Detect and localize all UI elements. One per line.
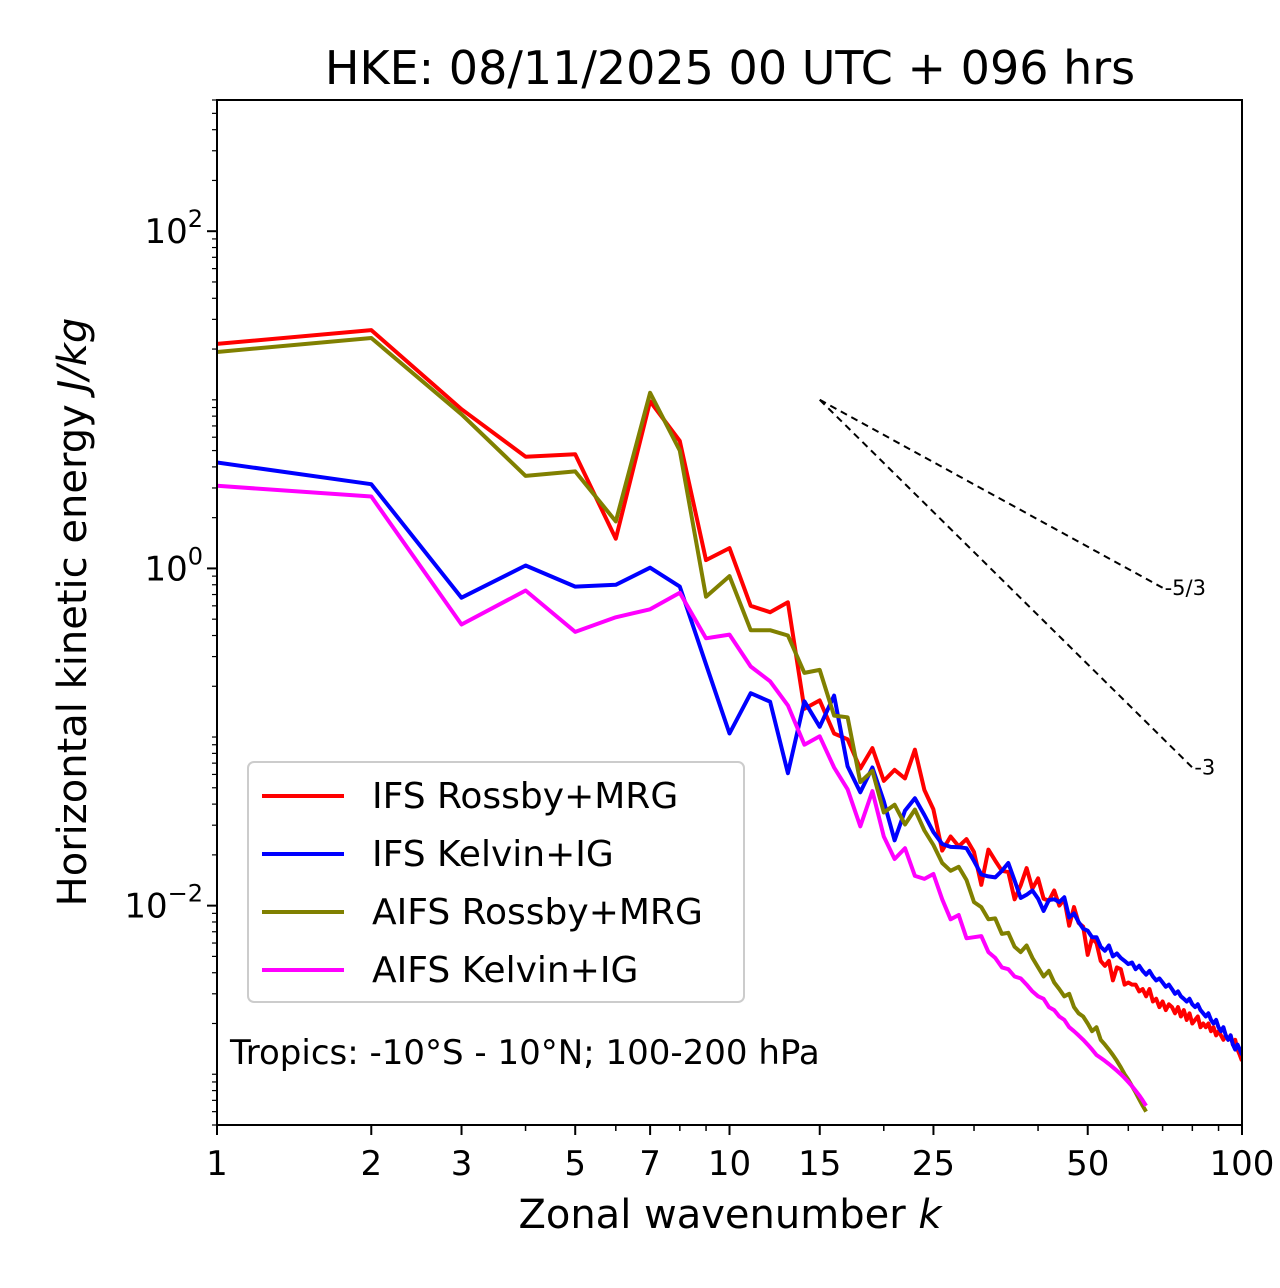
x-tick-label: 5 — [564, 1144, 586, 1184]
y-tick-label: 100 — [144, 542, 203, 589]
x-tick-label: 100 — [1210, 1144, 1275, 1184]
y-tick-base: 10 — [144, 549, 187, 589]
reference-slope-labels: -5/3 -3 — [1165, 576, 1216, 780]
x-tick-label: 25 — [912, 1144, 955, 1184]
y-tick-exponent: 0 — [188, 542, 203, 570]
legend-label-3: AIFS Rossby+MRG — [372, 892, 703, 933]
legend-label-1: IFS Rossby+MRG — [372, 776, 678, 817]
legend: IFS Rossby+MRG IFS Kelvin+IG AIFS Rossby+M… — [247, 761, 745, 1003]
x-axis-label: Zonal wavenumber k — [518, 1192, 943, 1238]
x-axis-label-var: k — [918, 1192, 943, 1238]
legend-label-4: AIFS Kelvin+IG — [372, 950, 638, 991]
legend-box — [247, 761, 745, 1003]
x-tick-label: 3 — [451, 1144, 473, 1184]
reference-slopes — [819, 398, 1194, 769]
reference-label-1: -5/3 — [1165, 576, 1206, 600]
x-tick-label: 15 — [798, 1144, 841, 1184]
reference-line-2 — [819, 399, 1194, 769]
series-line-2 — [217, 460, 1242, 1056]
reference-label-2: -3 — [1194, 756, 1215, 780]
x-tick-label: 2 — [360, 1144, 382, 1184]
region-annotation: Tropics: -10°S - 10°N; 100-200 hPa — [229, 1033, 820, 1073]
x-axis-label-text: Zonal wavenumber — [518, 1192, 906, 1238]
y-tick-label: 10−2 — [124, 880, 203, 927]
x-tick-label: 7 — [639, 1144, 661, 1184]
reference-line-1 — [819, 398, 1164, 589]
y-axis-label-unit: J/kg — [50, 318, 96, 399]
series-line-4 — [217, 483, 1148, 1107]
chart-title: HKE: 08/11/2025 00 UTC + 096 hrs — [325, 41, 1135, 95]
y-tick-label: 102 — [144, 205, 203, 252]
y-tick-base: 10 — [124, 887, 167, 927]
legend-label-2: IFS Kelvin+IG — [372, 834, 614, 875]
series-line-3 — [217, 336, 1148, 1113]
x-axis-ticks: 1 2 3 5 7 10 15 25 50 100 — [206, 1125, 1274, 1184]
x-tick-label: 50 — [1066, 1144, 1109, 1184]
x-tick-label: 10 — [708, 1144, 751, 1184]
y-tick-exponent: 2 — [188, 205, 203, 233]
x-tick-label: 1 — [206, 1144, 228, 1184]
y-tick-base: 10 — [144, 212, 187, 252]
y-axis-label-text: Horizontal kinetic energy — [50, 404, 96, 906]
y-axis-label: Horizontal kinetic energy J/kg — [50, 318, 96, 907]
series-layer — [217, 328, 1242, 1113]
y-tick-exponent: −2 — [168, 880, 203, 908]
